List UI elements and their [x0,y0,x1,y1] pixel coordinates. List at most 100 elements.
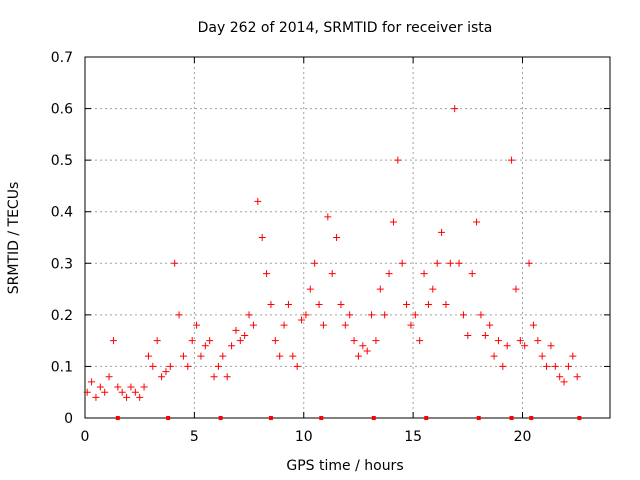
data-point [551,362,559,370]
plot-frame [84,56,611,419]
data-point [144,352,152,360]
chart-title: Day 262 of 2014, SRMTID for receiver ist… [198,20,493,36]
x-tick-label: 5 [190,429,199,445]
data-point [420,270,428,278]
data-point [529,321,537,329]
y-axis-label: SRMTID / TECUs [6,182,22,295]
data-point [153,337,161,345]
data-point [166,362,174,370]
data-point [473,218,481,226]
data-point [232,326,240,334]
data-point [184,362,192,370]
y-tick-label: 0.3 [51,256,73,272]
data-point [114,383,122,391]
y-tick-label: 0 [64,411,73,427]
data-point [398,259,406,267]
data-point [359,342,367,350]
data-point [569,352,577,360]
data-point [271,337,279,345]
data-point [538,352,546,360]
data-point [140,383,148,391]
bottom-marker [166,416,171,420]
data-point [346,311,354,319]
data-point [468,270,476,278]
data-point [219,352,227,360]
data-point [503,342,511,350]
data-point [490,352,498,360]
data-point [337,301,345,309]
data-point [477,311,485,319]
data-point [311,259,319,267]
data-point [350,337,358,345]
data-points [83,105,581,401]
data-point [411,311,419,319]
data-point [188,337,196,345]
data-point [424,301,432,309]
data-point [333,234,341,241]
y-tick-label: 0.2 [51,308,73,324]
data-point [429,285,437,293]
data-point [101,388,109,396]
data-point [83,388,91,396]
data-point [263,270,271,278]
x-axis-label: GPS time / hours [286,458,403,474]
data-point [179,352,187,360]
data-point [376,285,384,293]
data-point [442,301,450,309]
bottom-marker [577,416,582,420]
y-tick-label: 0.6 [51,102,73,118]
data-point [158,373,166,381]
data-point [193,321,201,329]
bottom-marker [424,416,429,420]
data-point [372,337,380,345]
data-point [560,378,568,386]
data-point [92,393,100,401]
data-point [175,311,183,319]
data-point [381,311,389,319]
data-point [499,362,507,370]
y-tick-label: 0.5 [51,153,73,169]
data-point [319,321,327,329]
data-point [494,337,502,345]
data-point [508,156,516,164]
data-point [245,311,253,319]
data-point [96,383,104,391]
bottom-marker [218,416,223,420]
data-point [512,285,520,293]
data-point [403,301,411,309]
data-point [201,342,209,350]
data-point [573,373,581,381]
bottom-marker [371,416,376,420]
data-point [210,373,218,381]
data-point [385,270,393,278]
data-point [267,301,275,309]
bottom-marker [319,416,324,420]
data-point [315,301,323,309]
data-point [131,388,139,396]
data-point [306,285,314,293]
data-point [293,362,301,370]
data-point [481,331,489,339]
data-point [197,352,205,360]
data-point [276,352,284,360]
data-point [363,347,371,355]
y-tick-label: 0.4 [51,205,73,221]
data-point [407,321,415,329]
data-point [105,373,113,381]
data-point [328,270,336,278]
data-point [223,373,231,381]
data-point [438,228,446,236]
data-point [464,331,472,339]
data-point [280,321,288,329]
data-point [289,352,297,360]
data-point [324,213,332,221]
bottom-marker [509,416,514,420]
y-tick-label: 0.7 [51,50,73,66]
data-point [354,352,362,360]
data-point [459,311,467,319]
ticks: 0 0.1 0.2 0.3 0.4 0.5 0.6 0.7 0 5 10 15 20 [51,50,610,445]
data-point [171,259,179,267]
bottom-marker [268,416,273,420]
